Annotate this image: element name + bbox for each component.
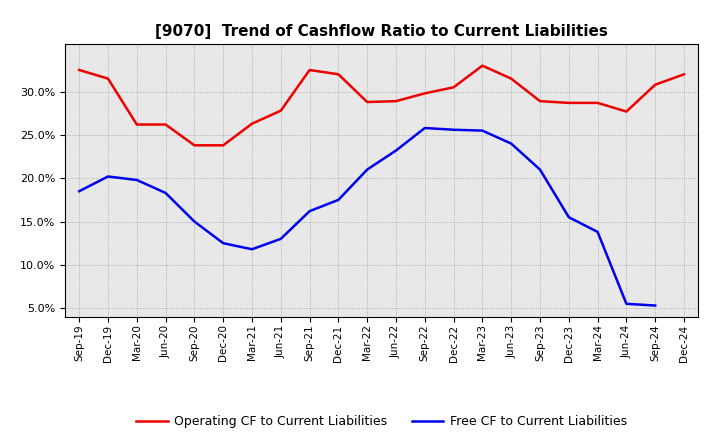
Free CF to Current Liabilities [132,177,141,183]
Operating CF to Current Liabilities [420,91,429,96]
Free CF to Current Liabilities [334,197,343,202]
Operating CF to Current Liabilities [75,67,84,73]
Operating CF to Current Liabilities [449,84,458,90]
Free CF to Current Liabilities [564,215,573,220]
Operating CF to Current Liabilities [104,76,112,81]
Free CF to Current Liabilities [161,191,170,196]
Operating CF to Current Liabilities [363,99,372,105]
Operating CF to Current Liabilities [219,143,228,148]
Operating CF to Current Liabilities [536,99,544,104]
Operating CF to Current Liabilities [132,122,141,127]
Operating CF to Current Liabilities [478,63,487,68]
Free CF to Current Liabilities [363,167,372,172]
Operating CF to Current Liabilities [305,67,314,73]
Legend: Operating CF to Current Liabilities, Free CF to Current Liabilities: Operating CF to Current Liabilities, Fre… [132,411,631,433]
Operating CF to Current Liabilities [248,121,256,126]
Free CF to Current Liabilities [75,189,84,194]
Free CF to Current Liabilities [449,127,458,132]
Operating CF to Current Liabilities [276,108,285,114]
Free CF to Current Liabilities [536,167,544,172]
Operating CF to Current Liabilities [680,72,688,77]
Free CF to Current Liabilities [219,241,228,246]
Free CF to Current Liabilities [507,141,516,146]
Line: Free CF to Current Liabilities: Free CF to Current Liabilities [79,128,655,305]
Free CF to Current Liabilities [622,301,631,306]
Free CF to Current Liabilities [478,128,487,133]
Operating CF to Current Liabilities [392,99,400,104]
Free CF to Current Liabilities [651,303,660,308]
Free CF to Current Liabilities [104,174,112,179]
Free CF to Current Liabilities [420,125,429,131]
Free CF to Current Liabilities [305,209,314,214]
Operating CF to Current Liabilities [507,76,516,81]
Operating CF to Current Liabilities [161,122,170,127]
Title: [9070]  Trend of Cashflow Ratio to Current Liabilities: [9070] Trend of Cashflow Ratio to Curren… [156,24,608,39]
Operating CF to Current Liabilities [651,82,660,88]
Free CF to Current Liabilities [593,229,602,235]
Operating CF to Current Liabilities [564,100,573,106]
Operating CF to Current Liabilities [334,72,343,77]
Free CF to Current Liabilities [276,236,285,242]
Free CF to Current Liabilities [248,246,256,252]
Free CF to Current Liabilities [190,219,199,224]
Operating CF to Current Liabilities [190,143,199,148]
Operating CF to Current Liabilities [593,100,602,106]
Operating CF to Current Liabilities [622,109,631,114]
Free CF to Current Liabilities [392,148,400,153]
Line: Operating CF to Current Liabilities: Operating CF to Current Liabilities [79,66,684,145]
